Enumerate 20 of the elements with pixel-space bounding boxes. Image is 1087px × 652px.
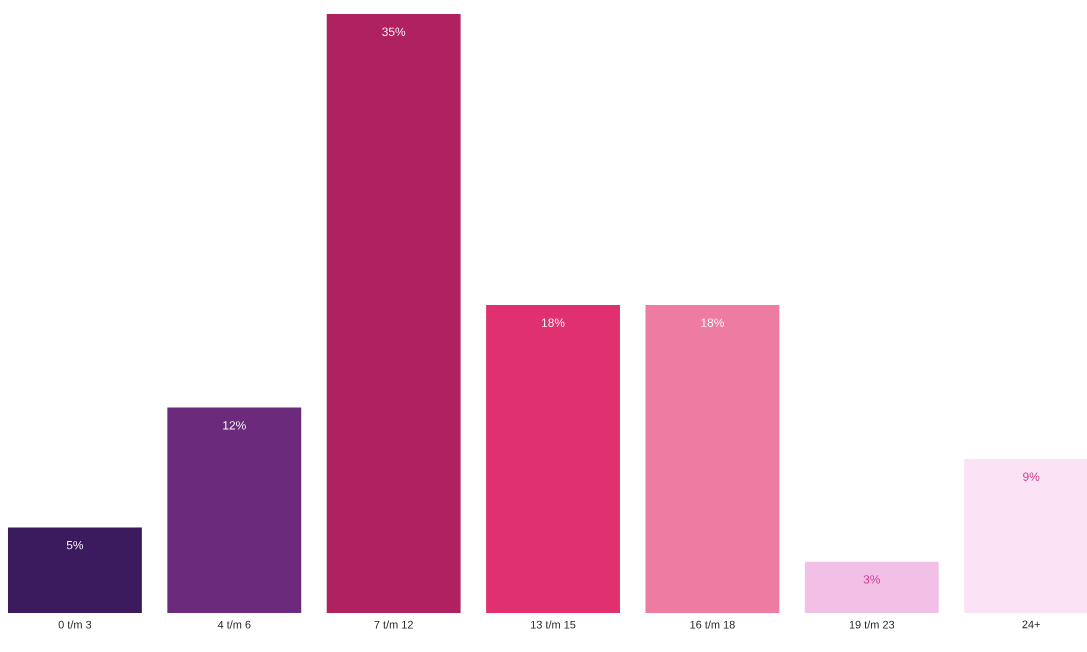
x-tick-label: 7 t/m 12 bbox=[374, 620, 413, 629]
x-tick-label: 16 t/m 18 bbox=[690, 620, 735, 629]
bar bbox=[645, 304, 780, 613]
bar bbox=[486, 304, 620, 613]
x-tick-label: 19 t/m 23 bbox=[849, 620, 895, 629]
data-label: 5% bbox=[66, 540, 84, 550]
data-label: 3% bbox=[863, 575, 881, 584]
bar bbox=[7, 527, 142, 613]
data-label: 18% bbox=[701, 318, 724, 327]
data-label: 18% bbox=[541, 318, 565, 327]
bar bbox=[326, 13, 461, 613]
x-tick-label: 4 t/m 6 bbox=[217, 620, 251, 629]
bar bbox=[167, 407, 302, 613]
data-label: 12% bbox=[223, 421, 246, 430]
x-tick-label: 24+ bbox=[1022, 620, 1040, 629]
data-label: 9% bbox=[1023, 472, 1040, 481]
x-tick-label: 13 t/m 15 bbox=[531, 620, 576, 629]
data-label: 35% bbox=[382, 27, 406, 36]
x-tick-label: 0 t/m 3 bbox=[58, 620, 92, 629]
bar bbox=[804, 561, 939, 613]
